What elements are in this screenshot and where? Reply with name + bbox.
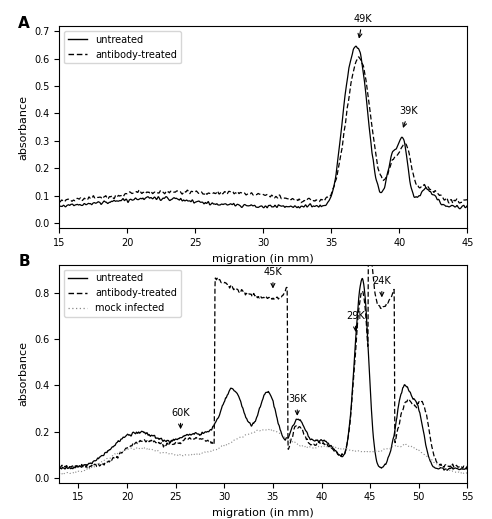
- Text: A: A: [18, 16, 30, 31]
- Legend: untreated, antibody-treated, mock infected: untreated, antibody-treated, mock infect…: [64, 269, 181, 317]
- Text: 49K: 49K: [353, 15, 372, 37]
- Text: 36K: 36K: [288, 394, 307, 415]
- Text: 29K: 29K: [346, 310, 365, 331]
- Text: 45K: 45K: [264, 267, 282, 288]
- Legend: untreated, antibody-treated: untreated, antibody-treated: [64, 31, 181, 63]
- Text: 60K: 60K: [171, 408, 190, 428]
- Y-axis label: absorbance: absorbance: [18, 341, 29, 406]
- X-axis label: migration (in mm): migration (in mm): [213, 508, 314, 518]
- Text: 24K: 24K: [372, 276, 391, 296]
- Text: B: B: [18, 254, 30, 269]
- Y-axis label: absorbance: absorbance: [18, 94, 29, 160]
- Text: 39K: 39K: [400, 106, 418, 127]
- X-axis label: migration (in mm): migration (in mm): [213, 254, 314, 264]
